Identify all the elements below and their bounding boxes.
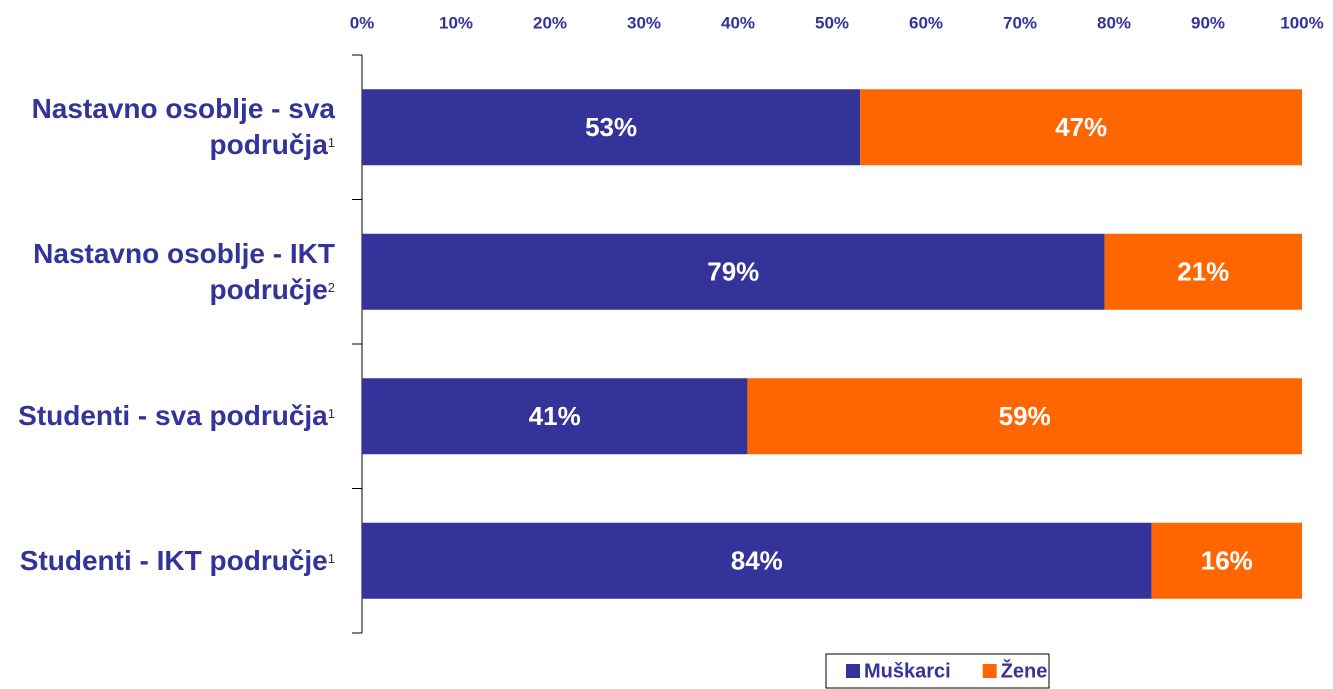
legend-label: Žene [1001, 658, 1048, 682]
legend-box [825, 653, 1050, 689]
legend-label: Muškarci [864, 660, 951, 682]
bar-segment [1104, 233, 1302, 310]
data-label: 21% [1177, 257, 1229, 287]
data-label: 79% [707, 257, 759, 287]
category-name: Nastavno osoblje - IKT područje [33, 237, 335, 305]
footnote-mark: 1 [327, 550, 335, 566]
category-label: Nastavno osoblje - IKT područje2 [5, 222, 335, 322]
bar-segment [1151, 522, 1302, 599]
category-name: Studenti - sva područja [18, 400, 328, 432]
bar-segment [362, 522, 1152, 599]
x-tick-label: 70% [1003, 13, 1037, 32]
legend-swatch [846, 664, 860, 678]
data-label: 84% [731, 546, 783, 576]
category-label-text: Nastavno osoblje - sva područja1 [5, 91, 335, 163]
x-tick-label: 0% [350, 13, 375, 32]
data-label: 41% [529, 401, 581, 431]
category-label-text: Studenti - IKT područje1 [20, 543, 335, 579]
x-tick-label: 60% [909, 13, 943, 32]
x-tick-label: 50% [815, 13, 849, 32]
bar-segment [860, 89, 1302, 166]
category-label: Studenti - IKT područje1 [5, 511, 335, 611]
category-label: Studenti - sva područja1 [5, 366, 335, 466]
bar-segment [362, 233, 1105, 310]
data-label: 59% [999, 401, 1051, 431]
legend: Muškarci Žene [825, 653, 1050, 689]
category-name: Studenti - IKT područje [19, 544, 328, 576]
category-label-text: Nastavno osoblje - IKT područje2 [5, 236, 335, 308]
x-tick-label: 20% [533, 13, 567, 32]
footnote-mark: 1 [327, 135, 335, 151]
bar-segment [747, 378, 1302, 455]
bar-segment [362, 89, 861, 166]
bar-segment [362, 378, 748, 455]
x-tick-label: 100% [1280, 13, 1323, 32]
x-tick-label: 80% [1097, 13, 1131, 32]
category-label-text: Studenti - sva područja1 [18, 398, 335, 434]
data-label: 16% [1201, 546, 1253, 576]
footnote-mark: 1 [327, 406, 335, 422]
data-label: 53% [585, 112, 637, 142]
footnote-mark: 2 [327, 279, 335, 295]
category-label: Nastavno osoblje - sva područja1 [5, 77, 335, 177]
legend-swatch [982, 664, 997, 678]
x-tick-label: 30% [627, 13, 661, 32]
x-tick-label: 40% [721, 13, 755, 32]
data-label: 47% [1055, 112, 1107, 142]
category-name: Nastavno osoblje - sva područja [31, 93, 335, 161]
x-tick-label: 90% [1191, 13, 1225, 32]
x-tick-label: 10% [439, 13, 473, 32]
